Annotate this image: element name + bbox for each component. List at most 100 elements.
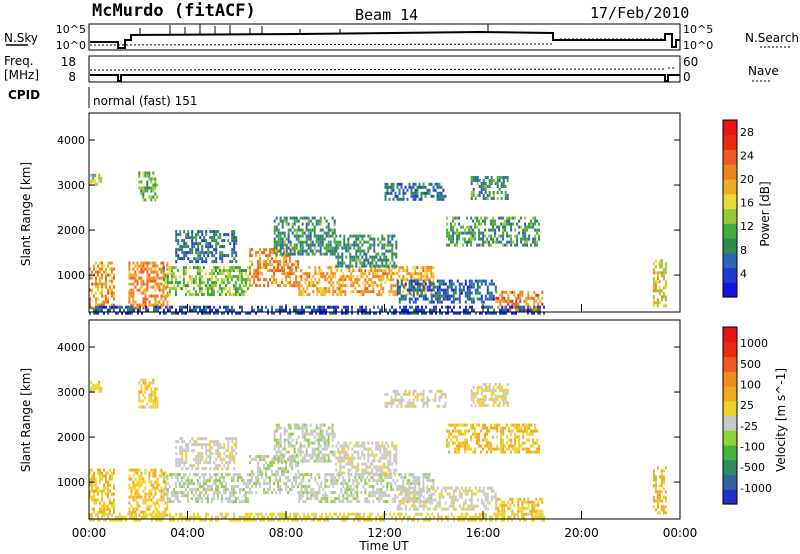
- velocity-ytick-label: 1000: [57, 476, 85, 489]
- velocity-colorbar-swatch: [723, 371, 737, 387]
- velocity-colorbar-tick: 500: [740, 358, 761, 371]
- nsearch-label: N.Search: [745, 31, 799, 45]
- freq-trace: [90, 74, 680, 82]
- nsky-trace: [90, 30, 680, 49]
- nsearch-tick-top: 10^5: [683, 23, 713, 36]
- nave-tick-bottom: 0: [683, 70, 691, 84]
- time-axis-label: Time UT: [358, 539, 409, 553]
- frequency-panel: Freq. [MHz] 18 8 60 0 Nave: [4, 54, 779, 84]
- power-colorbar-tick: 24: [740, 149, 754, 162]
- velocity-colorbar-swatch: [723, 400, 737, 417]
- power-y-ticks: 1000 2000 3000 4000: [57, 134, 680, 282]
- power-colorbar-tick: 12: [740, 220, 754, 233]
- velocity-colorbar-swatch: [723, 341, 737, 358]
- freq-tick-top: 18: [61, 55, 76, 69]
- power-echo-region-0: [89, 261, 115, 310]
- nsky-label: N.Sky: [4, 31, 38, 45]
- velocity-echo-region-15: [652, 466, 667, 515]
- power-colorbar-swatch: [723, 134, 737, 151]
- velocity-echo-region-0: [89, 468, 115, 517]
- power-echo-region-16: [89, 305, 545, 315]
- power-colorbar-tick: 20: [740, 173, 754, 186]
- velocity-colorbar-tick: 25: [740, 399, 754, 412]
- power-colorbar-tick: 28: [740, 126, 754, 139]
- time-tick-label: 00:00: [72, 526, 107, 540]
- velocity-colorbar: 1000 500 100 25 -25 -100 -500 -1000: [722, 326, 772, 505]
- velocity-echo-region-11: [446, 423, 541, 454]
- velocity-echo-region-16: [89, 512, 545, 522]
- power-colorbar-swatch: [723, 267, 737, 283]
- power-echo-region-9: [335, 234, 398, 268]
- nsky-tick-top: 10^5: [56, 23, 86, 36]
- noise-panel: N.Sky 10^5 10^0 10^5 10^0 N.Search: [4, 23, 799, 52]
- velocity-echo-region-2: [128, 468, 169, 517]
- velocity-colorbar-tick: 100: [740, 379, 761, 392]
- velocity-colorbar-swatch: [723, 356, 737, 372]
- velocity-echo-region-7: [273, 423, 336, 463]
- time-tick-label: 04:00: [170, 526, 205, 540]
- velocity-data: [89, 378, 667, 522]
- cpid-panel: CPID normal (fast) 151: [8, 87, 197, 108]
- velocity-colorbar-swatch: [723, 474, 737, 490]
- power-colorbar-tick: 16: [740, 197, 754, 210]
- nsearch-tick-bottom: 10^0: [683, 39, 713, 52]
- power-colorbar-swatch: [723, 282, 737, 298]
- velocity-echo-region-12: [470, 383, 509, 407]
- power-ytick-label: 1000: [57, 269, 85, 282]
- nsky-tick-bottom: 10^0: [56, 39, 86, 52]
- time-axis: 00:00 04:00 08:00 12:00 16:00 20:00 00:00: [72, 304, 698, 540]
- cpid-label: CPID: [8, 88, 40, 102]
- power-data: [89, 171, 667, 315]
- power-echo-region-5: [175, 230, 238, 264]
- velocity-echo-region-4: [162, 473, 251, 504]
- velocity-colorbar-swatch: [723, 327, 737, 343]
- freq-unit: [MHz]: [4, 68, 39, 82]
- power-echo-region-7: [273, 216, 336, 256]
- power-ytick-label: 3000: [57, 179, 85, 192]
- time-tick-label: 16:00: [466, 526, 501, 540]
- cpid-mode-text: normal (fast) 151: [93, 94, 197, 108]
- power-ylabel: Slant Range [km]: [19, 162, 33, 266]
- velocity-colorbar-label: Velocity [m s^-1]: [774, 368, 788, 472]
- power-colorbar-swatch: [723, 208, 737, 224]
- velocity-colorbar-swatch: [723, 445, 737, 461]
- velocity-y-ticks: 1000 2000 3000 4000: [57, 341, 680, 489]
- power-colorbar-label: Power [dB]: [758, 181, 772, 246]
- velocity-ytick-label: 2000: [57, 431, 85, 444]
- velocity-echo-region-14: [396, 486, 497, 511]
- time-tick-label: 00:00: [663, 526, 698, 540]
- power-colorbar-swatch: [723, 120, 737, 136]
- velocity-echo-region-8: [298, 473, 435, 504]
- velocity-colorbar-swatch: [723, 459, 737, 476]
- velocity-panel: 1000 2000 3000 4000 Slant Range [km] 1000 50…: [19, 319, 788, 522]
- time-tick-label: 08:00: [269, 526, 304, 540]
- time-tick-label: 20:00: [564, 526, 599, 540]
- velocity-echo-region-9: [335, 441, 398, 475]
- power-colorbar-swatch: [723, 252, 737, 269]
- velocity-colorbar-swatch: [723, 489, 737, 505]
- velocity-colorbar-tick: -500: [740, 461, 765, 474]
- power-echo-region-13: [495, 290, 544, 312]
- freq-tick-bottom: 8: [68, 70, 76, 84]
- power-colorbar-swatch: [723, 164, 737, 180]
- power-colorbar-tick: 8: [740, 244, 747, 257]
- velocity-ylabel: Slant Range [km]: [19, 368, 33, 472]
- power-echo-region-15: [652, 259, 667, 308]
- velocity-echo-region-10: [384, 389, 447, 408]
- nsky-spikes: [139, 24, 489, 34]
- velocity-echo-region-5: [175, 437, 238, 471]
- velocity-echo-region-1: [90, 380, 103, 393]
- velocity-colorbar-tick: -1000: [740, 482, 772, 495]
- power-ytick-label: 2000: [57, 224, 85, 237]
- velocity-colorbar-tick: -25: [740, 420, 758, 433]
- time-tick-label: 12:00: [367, 526, 402, 540]
- nave-label: Nave: [748, 64, 779, 78]
- power-echo-region-2: [128, 261, 169, 310]
- nave-tick-top: 60: [683, 55, 698, 69]
- velocity-colorbar-tick: 1000: [740, 337, 768, 350]
- power-echo-region-12: [470, 176, 509, 200]
- velocity-colorbar-tick: -100: [740, 440, 765, 453]
- velocity-echo-region-3: [138, 378, 159, 409]
- velocity-colorbar-swatch: [723, 386, 737, 402]
